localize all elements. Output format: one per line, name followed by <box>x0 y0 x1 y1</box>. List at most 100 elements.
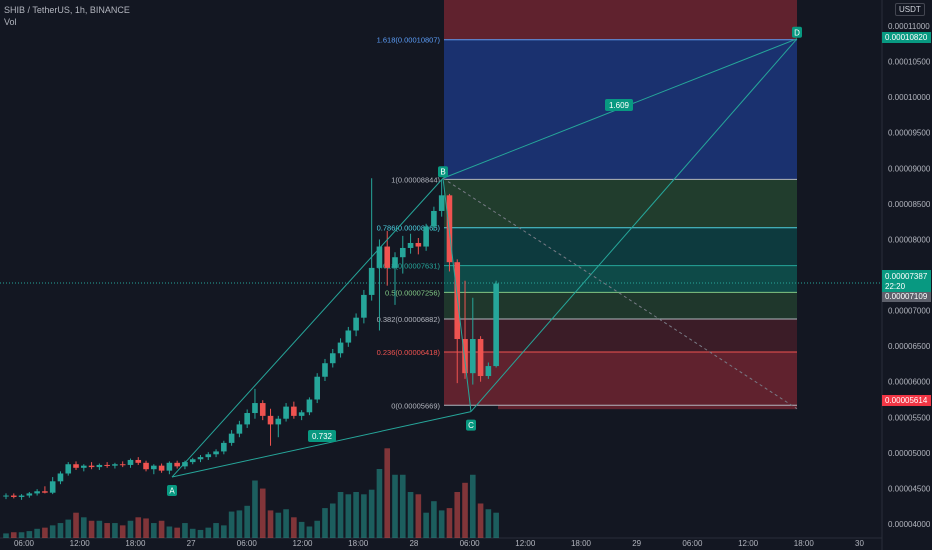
volume-bar <box>26 531 33 538</box>
volume-bar <box>493 512 499 538</box>
volume-bar <box>399 474 406 538</box>
fib-zone <box>444 227 797 266</box>
candle-body <box>345 330 352 343</box>
candle-body <box>493 283 499 367</box>
fib-label: 0.786(0.00008165) <box>377 224 441 233</box>
fib-label: 0.382(0.00006882) <box>377 315 441 324</box>
volume-bar <box>205 527 212 538</box>
x-tick-label: 18:00 <box>125 539 146 548</box>
candle-body <box>267 415 274 425</box>
fib-label: 1.618(0.00010807) <box>377 36 441 45</box>
fib-zone <box>444 179 797 228</box>
y-tick-label: 0.00008000 <box>888 235 931 244</box>
pattern-point-label: C <box>468 421 474 430</box>
volume-bar <box>329 503 336 538</box>
target-price-label: 0.00010820 <box>882 32 931 43</box>
x-tick-label: 29 <box>632 539 641 548</box>
pattern-point-label: B <box>440 168 445 177</box>
fib-label: 1(0.00008844) <box>391 175 440 184</box>
candle-body <box>438 195 445 211</box>
volume-bar <box>228 511 235 538</box>
candle-body <box>275 418 282 425</box>
volume-bar <box>353 492 359 538</box>
candle-body <box>189 459 196 463</box>
y-tick-label: 0.00004000 <box>888 520 931 529</box>
candle-body <box>112 464 118 466</box>
volume-bar <box>454 492 461 538</box>
volume-bar <box>112 523 118 538</box>
y-tick-label: 0.00008500 <box>888 200 931 209</box>
candle-body <box>392 257 398 268</box>
symbol-title[interactable]: SHIB / TetherUS, 1h, BINANCE <box>4 5 130 15</box>
volume-bar <box>470 474 476 538</box>
candle-body <box>259 403 266 416</box>
candle-body <box>485 366 492 377</box>
y-tick-label: 0.00007000 <box>888 307 931 316</box>
volume-bar <box>314 520 320 538</box>
volume-bar <box>368 489 375 538</box>
volume-bar <box>298 521 305 538</box>
candle-body <box>462 339 468 374</box>
volume-bar <box>213 523 219 538</box>
volume-bar <box>477 503 484 538</box>
y-tick-label: 0.00011000 <box>888 22 930 31</box>
current-price-value: 0.00007387 <box>885 272 928 281</box>
y-tick-label: 0.00006500 <box>888 342 931 351</box>
candle-body <box>166 462 173 471</box>
candle-body <box>143 462 149 470</box>
candle-body <box>322 363 328 377</box>
volume-bar <box>438 510 445 538</box>
candle-body <box>3 495 9 497</box>
volume-bar <box>104 523 110 538</box>
pattern-leg-cd <box>470 38 798 412</box>
candle-body <box>337 342 344 354</box>
candle-body <box>205 454 212 458</box>
candle-body <box>368 267 375 295</box>
candle-body <box>306 399 313 413</box>
current-price-label: 0.00007387 22:20 0.00007109 <box>882 270 931 302</box>
volume-bar <box>174 527 180 538</box>
x-tick-label: 12:00 <box>515 539 536 548</box>
candle-body <box>384 246 391 268</box>
candle-body <box>73 464 79 468</box>
volume-bar <box>143 518 149 538</box>
candle-body <box>104 464 110 466</box>
pattern-leg-bc <box>442 178 472 412</box>
candle-body <box>49 481 56 493</box>
candle-body <box>314 376 320 400</box>
x-tick-label: 27 <box>187 539 196 548</box>
candle-body <box>18 495 25 497</box>
volume-bar <box>3 533 9 538</box>
candle-body <box>197 457 204 460</box>
candle-body <box>65 464 72 474</box>
candle-body <box>407 242 414 248</box>
volume-bar <box>197 529 204 538</box>
fib-label: 0.618(0.00007631) <box>377 262 441 271</box>
volume-label: Vol <box>4 17 17 27</box>
volume-bar <box>291 517 297 538</box>
volume-bar <box>221 525 227 538</box>
candle-body <box>221 442 227 452</box>
volume-bar <box>18 532 25 538</box>
x-tick-label: 18:00 <box>348 539 369 548</box>
volume-bar <box>361 494 367 538</box>
volume-bar <box>259 488 266 538</box>
x-tick-label: 18:00 <box>794 539 815 548</box>
y-tick-label: 0.00005500 <box>888 413 931 422</box>
candle-body <box>34 491 40 494</box>
candle-body <box>353 317 359 331</box>
x-tick-label: 30 <box>855 539 864 548</box>
currency-button[interactable]: USDT <box>895 3 925 16</box>
candle-body <box>470 339 476 374</box>
candle-body <box>228 433 235 443</box>
ratio-label: 0.732 <box>312 432 333 441</box>
volume-bar <box>236 510 243 538</box>
candle-body <box>415 242 422 247</box>
volume-bar <box>127 520 134 538</box>
fib-zone <box>444 351 797 406</box>
projection-line <box>442 177 798 410</box>
volume-bar <box>415 494 422 538</box>
volume-bar <box>57 523 64 538</box>
volume-bar <box>10 532 17 538</box>
